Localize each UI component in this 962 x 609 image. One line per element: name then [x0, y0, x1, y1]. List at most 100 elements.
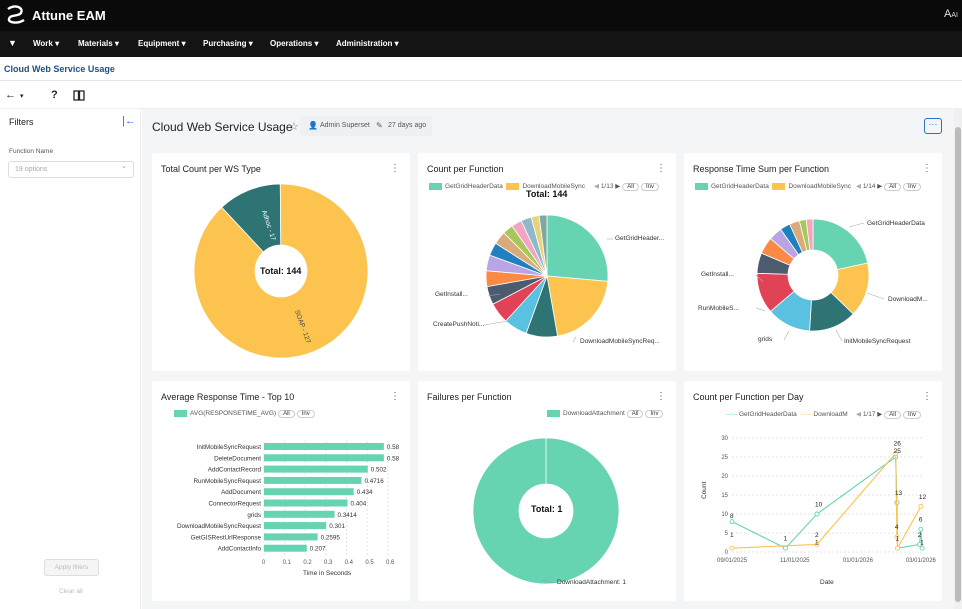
chart-menu-icon[interactable]: ⋮ — [656, 391, 666, 402]
prev-page-icon[interactable]: ◀ — [856, 411, 861, 418]
invert-button[interactable]: Inv — [902, 411, 921, 419]
legend-item[interactable]: DownloadMobileSync — [522, 183, 585, 191]
all-button[interactable]: All — [884, 183, 901, 191]
point-label: 1 — [896, 536, 900, 543]
menu-operations[interactable]: Operations — [270, 39, 318, 48]
slice-label: DownloadMobileSyncReq... — [580, 338, 660, 345]
slice-label: DownloadAttachment: 1 — [557, 579, 627, 586]
menu-materials[interactable]: Materials — [78, 39, 119, 48]
category-label: InitMobileSyncRequest — [197, 444, 262, 451]
book-icon[interactable] — [73, 90, 85, 101]
legend-item[interactable]: DownloadMobileSync — [788, 183, 851, 191]
chart-title: Count per Function per Day — [693, 392, 804, 402]
page-indicator: 1/13 — [600, 183, 614, 190]
value-label: 0.58 — [387, 455, 400, 462]
slice-label: grids — [758, 336, 773, 343]
bar — [264, 454, 384, 462]
chart-menu-icon[interactable]: ⋮ — [390, 163, 400, 174]
scrollbar[interactable] — [954, 109, 962, 609]
favorite-star-icon[interactable]: ☆ — [289, 121, 299, 133]
x-tick-label: 0.1 — [283, 560, 292, 566]
toolbar: ← ▾ ? — [0, 85, 962, 107]
prev-page-icon[interactable]: ◀ — [856, 183, 861, 190]
menu-toggle-icon[interactable]: ▼ — [8, 38, 17, 48]
all-button[interactable]: All — [622, 183, 639, 191]
app-name[interactable]: Attune EAM — [32, 8, 106, 23]
x-tick-label: 11/01/2025 — [780, 558, 810, 564]
main-menu: ▼ Work Materials Equipment Purchasing Op… — [0, 31, 962, 57]
point-label: 4 — [895, 524, 899, 531]
invert-button[interactable]: Inv — [296, 410, 315, 419]
dashboard-title: Cloud Web Service Usage — [152, 120, 293, 134]
dashboard-more-button[interactable]: ··· — [924, 118, 942, 134]
legend-item[interactable]: GetGridHeaderData — [738, 411, 797, 418]
dashboard-meta: 👤 Admin Superset ✎ 27 days ago — [300, 116, 432, 136]
bar-chart: 0 0.1 0.2 0.3 0.4 0.5 0.6 InitMobileSyncRequest… — [177, 441, 400, 566]
x-axis-label: Time in Seconds — [303, 570, 352, 577]
chart-menu-icon[interactable]: ⋮ — [656, 163, 666, 174]
dashboard: Cloud Web Service Usage ☆ 👤 Admin Supers… — [142, 109, 954, 609]
data-point — [783, 545, 788, 551]
ai-assistant-icon[interactable]: AAI — [944, 8, 958, 20]
legend-item[interactable]: GetGridHeaderData — [445, 183, 503, 191]
chart-menu-icon[interactable]: ⋮ — [390, 391, 400, 402]
menu-purchasing[interactable]: Purchasing — [203, 39, 253, 48]
y-tick-label: 10 — [721, 512, 728, 518]
value-label: 0.58 — [387, 444, 400, 451]
menu-work[interactable]: Work — [33, 39, 59, 48]
all-button[interactable]: All — [626, 410, 644, 419]
menu-equipment[interactable]: Equipment — [138, 39, 186, 48]
y-tick-label: 0 — [725, 550, 729, 556]
invert-button[interactable]: Inv — [640, 183, 659, 191]
data-point — [814, 511, 820, 517]
y-axis-label: Count — [701, 481, 708, 499]
invert-button[interactable]: Inv — [645, 410, 664, 419]
pie-slice — [812, 218, 869, 271]
owner-name[interactable]: Admin Superset — [320, 122, 370, 129]
chart-card-total-count: Total Count per WS Type ⋮ Adhoc - 17 SOAP… — [152, 153, 410, 371]
slice-label: GetGridHeaderData — [867, 220, 925, 227]
prev-page-icon[interactable]: ◀ — [594, 183, 599, 190]
chart-menu-icon[interactable]: ⋮ — [922, 391, 932, 402]
legend[interactable]: DownloadAttachment All Inv — [547, 410, 664, 419]
leader-line — [487, 293, 501, 297]
legend[interactable]: GetGridHeaderData DownloadMobileSync — [695, 183, 851, 190]
next-page-icon[interactable]: ▶ — [877, 411, 883, 418]
legend-item[interactable]: AVG(RESPONSETIME_AVG) — [190, 410, 277, 418]
collapse-panel-icon[interactable]: |← — [122, 115, 136, 127]
menu-administration[interactable]: Administration — [336, 39, 399, 48]
data-point — [918, 526, 924, 532]
attune-logo-icon[interactable] — [4, 5, 28, 25]
clear-all-button[interactable]: Clear all — [59, 588, 83, 595]
bar — [264, 465, 368, 473]
scrollbar-thumb[interactable] — [955, 127, 961, 602]
total-label: Total: 1 — [531, 504, 563, 514]
x-tick-label: 0.6 — [386, 560, 395, 566]
point-label: 10 — [815, 501, 823, 508]
all-button[interactable]: All — [278, 410, 295, 419]
legend[interactable]: GetGridHeaderData DownloadMobileSync — [429, 183, 585, 190]
invert-button[interactable]: Inv — [902, 183, 921, 191]
legend-item[interactable]: GetGridHeaderData — [711, 183, 769, 191]
category-label: DownloadMobileSyncRequest — [177, 523, 261, 530]
back-arrow-icon[interactable]: ← — [5, 89, 16, 101]
pie-slice — [538, 214, 548, 277]
slice-label: CreatePushNoti... — [433, 321, 485, 328]
help-icon[interactable]: ? — [51, 89, 58, 101]
history-dropdown-icon[interactable]: ▾ — [20, 93, 24, 100]
next-page-icon[interactable]: ▶ — [615, 183, 621, 190]
category-label: AddContactRecord — [208, 467, 262, 474]
legend-item[interactable]: DownloadM — [813, 411, 848, 418]
pie-chart — [483, 214, 613, 343]
legend[interactable]: –○– GetGridHeaderData –○– DownloadM — [726, 411, 848, 418]
next-page-icon[interactable]: ▶ — [877, 183, 883, 190]
legend-item[interactable]: DownloadAttachment — [563, 410, 625, 418]
function-name-select[interactable]: 19 options — [8, 161, 134, 178]
slice-label: GetInstall... — [435, 291, 468, 298]
chart-menu-icon[interactable]: ⋮ — [922, 163, 932, 174]
slice-label: RunMobileS... — [698, 305, 739, 312]
bar — [264, 476, 362, 484]
apply-filters-button[interactable]: Apply filters — [44, 559, 99, 576]
all-button[interactable]: All — [884, 411, 901, 419]
legend[interactable]: AVG(RESPONSETIME_AVG) All Inv — [174, 410, 315, 419]
